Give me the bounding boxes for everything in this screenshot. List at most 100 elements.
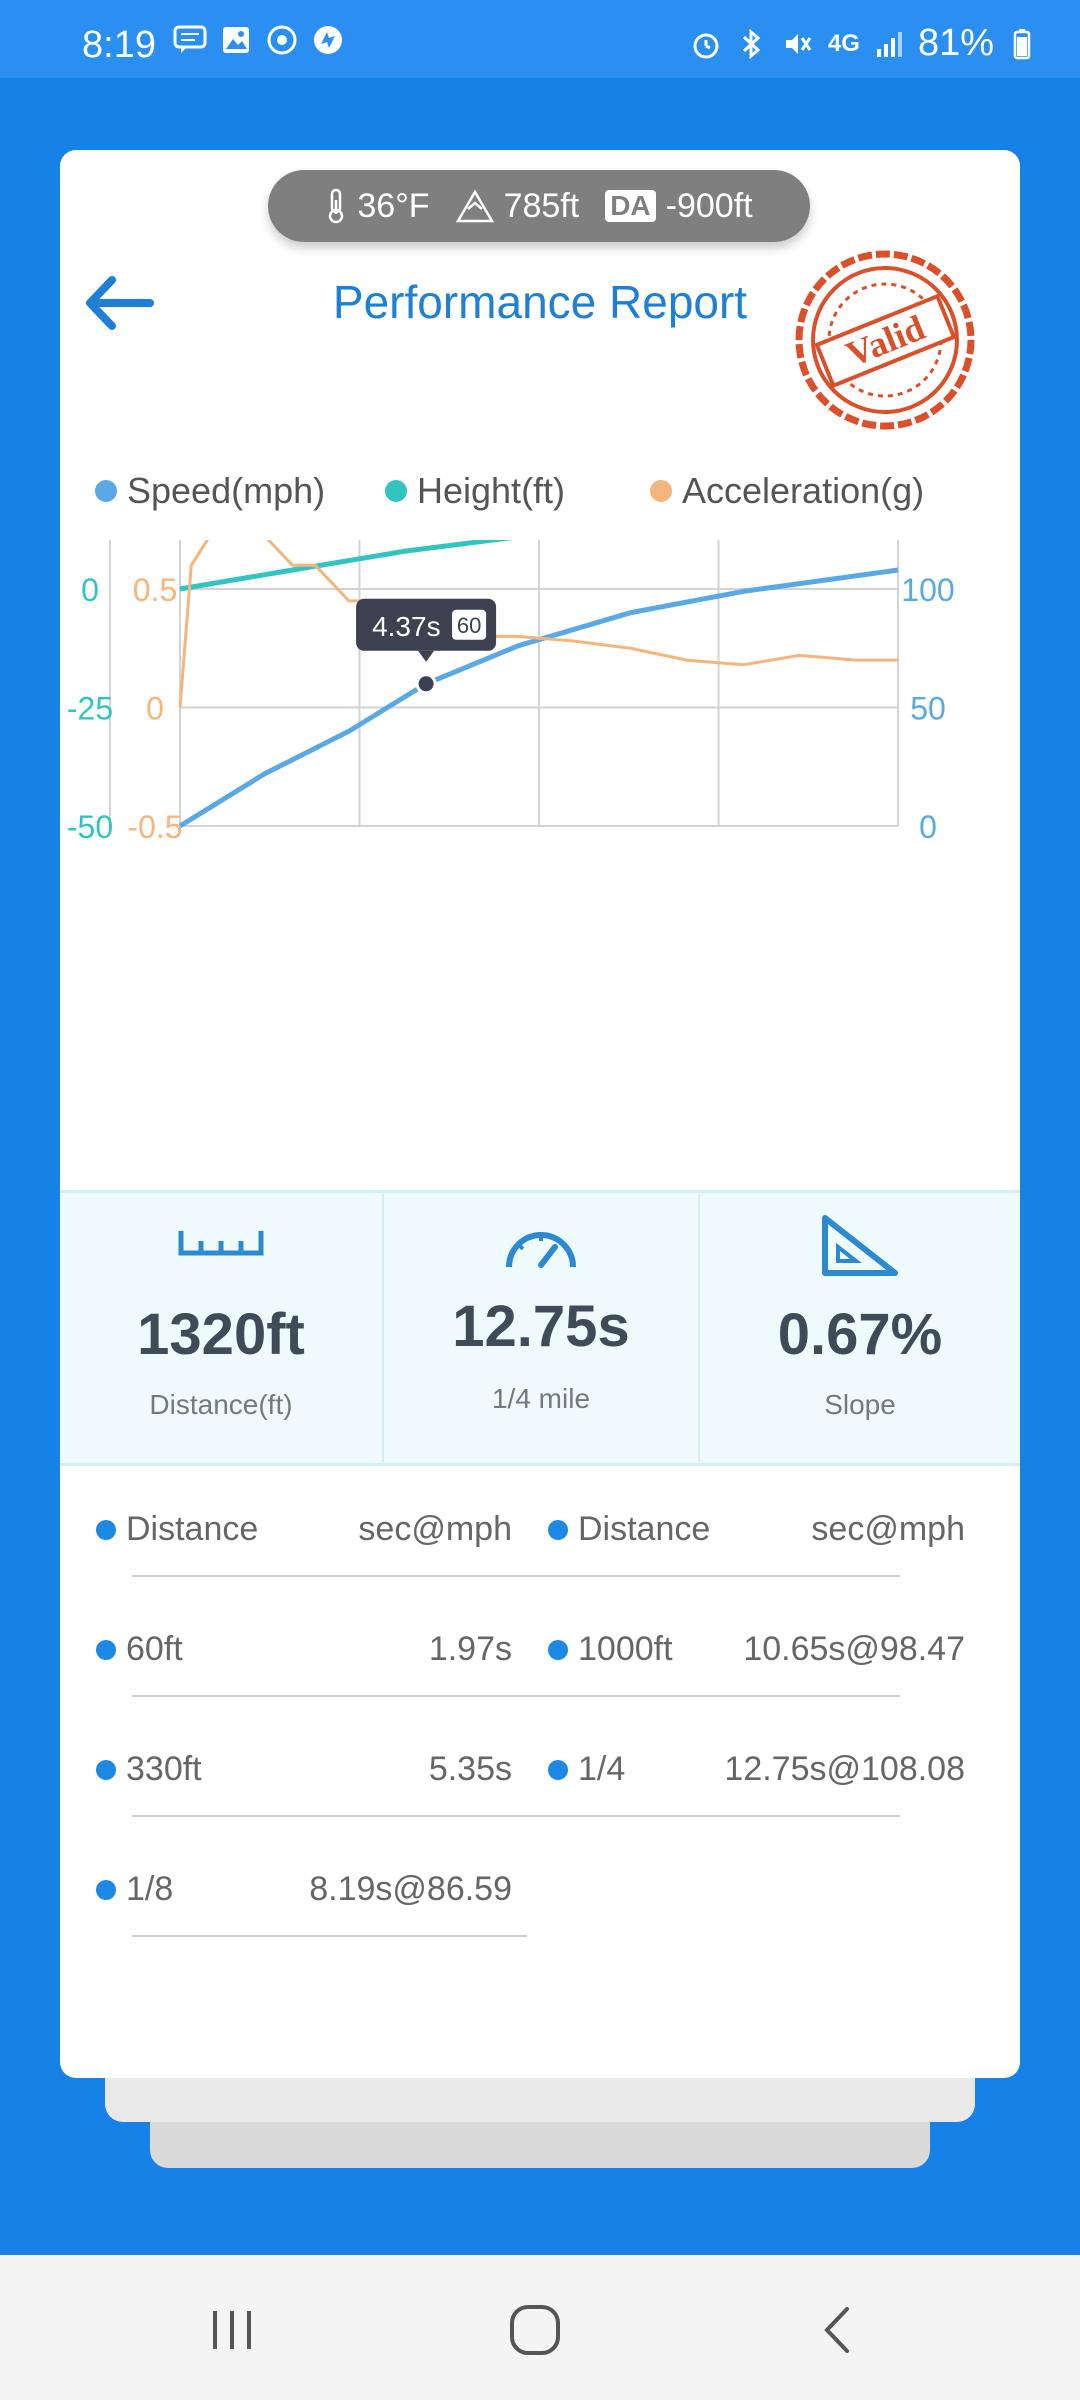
bullet-dot <box>548 1639 568 1660</box>
back-button[interactable] <box>80 268 160 338</box>
speedometer-icon <box>506 1232 576 1268</box>
row-divider <box>132 1695 900 1697</box>
table-header-time-left: sec@mph <box>358 1510 512 1548</box>
stat-divider <box>382 1193 384 1463</box>
report-card: 36°F 785ft DA -900ft Performance Report … <box>60 150 1020 2078</box>
tooltip-speed: 60 <box>457 613 481 638</box>
recent-apps-button[interactable] <box>192 2295 272 2365</box>
row-divider <box>132 1935 527 1937</box>
recent-apps-icon <box>213 2311 251 2349</box>
elevation-value: 785ft <box>503 186 580 225</box>
bullet-dot <box>96 1759 116 1780</box>
slope-icon <box>822 1215 898 1276</box>
row-time: 1.97s <box>428 1630 512 1668</box>
status-bar: 8:19 4G 81% <box>0 0 1080 78</box>
da-label: DA <box>605 190 656 222</box>
app-icon <box>264 22 300 58</box>
accel-axis-tick: 0.5 <box>133 572 177 608</box>
table-row: 1/8 <box>96 1870 173 1909</box>
valid-stamp: Valid <box>795 250 975 430</box>
quarter-mile-label: 1/4 mile <box>491 1383 591 1414</box>
page-title: Performance Report <box>332 276 748 328</box>
distance-value: 1320ft <box>137 1302 305 1367</box>
table-row: 330ft <box>96 1750 202 1789</box>
back-nav-button[interactable] <box>797 2295 877 2365</box>
accel-axis-tick: -0.5 <box>127 809 182 845</box>
battery-percent: 81% <box>917 22 994 64</box>
distance-label: Distance(ft) <box>149 1389 293 1420</box>
tooltip-time: 4.37s <box>372 611 441 642</box>
mute-icon <box>780 26 816 62</box>
height-axis-tick: 0 <box>81 572 99 608</box>
system-icons: 4G 81% <box>688 22 1040 65</box>
row-distance: 60ft <box>126 1630 183 1668</box>
status-time: 8:19 <box>82 24 156 66</box>
bullet-dot <box>548 1759 568 1780</box>
tooltip-pointer <box>418 650 435 662</box>
legend-height: Height(ft) <box>385 470 565 512</box>
chevron-left-icon <box>824 2307 849 2353</box>
tooltip-speed-box <box>452 609 487 640</box>
table-header-distance-left: Distance <box>96 1510 258 1549</box>
legend-acceleration-label: Acceleration(g) <box>682 470 925 511</box>
table-header-distance-right: Distance <box>548 1510 710 1549</box>
thermometer-icon <box>329 188 344 224</box>
temperature-item: 36°F <box>325 186 430 226</box>
drag-app-icon <box>310 22 346 58</box>
home-icon <box>510 2305 560 2355</box>
row-time: 10.65s@98.47 <box>743 1630 965 1668</box>
row-divider <box>132 1815 900 1817</box>
table-row: 60ft <box>96 1630 183 1669</box>
legend-height-label: Height(ft) <box>417 470 566 511</box>
gallery-icon <box>218 22 254 58</box>
header-label: Distance <box>126 1510 259 1548</box>
row-divider <box>132 1575 900 1577</box>
bullet-dot <box>96 1879 116 1900</box>
row-time: 8.19s@86.59 <box>309 1870 512 1908</box>
height-axis-tick: -25 <box>67 691 113 727</box>
conditions-pill: 36°F 785ft DA -900ft <box>268 170 810 242</box>
mountain-icon <box>455 189 494 223</box>
stat-distance: 1320ft Distance(ft) <box>60 1193 382 1463</box>
legend-speed: Speed(mph) <box>95 470 325 512</box>
summary-stats: 1320ft Distance(ft) 12.75s 1/4 mile 0.67… <box>60 1190 1020 1466</box>
temperature-value: 36°F <box>357 186 430 225</box>
elevation-item: 785ft <box>455 186 580 226</box>
speed-axis-tick: 50 <box>910 691 946 727</box>
row-time: 12.75s@108.08 <box>724 1750 965 1788</box>
height-axis-tick: -50 <box>67 809 113 845</box>
table-row: 1000ft <box>548 1630 673 1669</box>
row-distance: 1/4 <box>578 1750 626 1788</box>
stat-quarter-mile: 12.75s 1/4 mile <box>384 1193 698 1463</box>
stat-divider <box>698 1193 700 1463</box>
series-line-heightft <box>179 540 514 592</box>
stat-slope: 0.67% Slope <box>700 1193 1020 1463</box>
legend-acceleration-dot <box>650 480 672 502</box>
table-header-time-right: sec@mph <box>811 1510 965 1548</box>
legend-speed-dot <box>95 480 117 502</box>
series-line-speedmph <box>178 567 899 829</box>
density-altitude-value: -900ft <box>665 186 753 225</box>
quarter-mile-time: 12.75s <box>452 1294 630 1359</box>
table-row: 1/4 <box>548 1750 625 1789</box>
performance-chart: 50250-25-501.510.50-0.52001501005004.37s… <box>67 540 955 845</box>
slope-label: Slope <box>824 1389 896 1420</box>
chart-legend: Speed(mph) Height(ft) Acceleration(g) <box>95 470 995 520</box>
accel-axis-tick: 0 <box>146 691 164 727</box>
back-arrow-icon <box>86 276 154 330</box>
slope-value: 0.67% <box>777 1302 943 1367</box>
bluetooth-icon <box>734 26 770 62</box>
speed-axis-tick: 0 <box>919 809 937 845</box>
bullet-dot <box>96 1519 116 1540</box>
message-icon <box>172 22 208 58</box>
home-button[interactable] <box>495 2295 575 2365</box>
signal-icon <box>872 26 908 62</box>
row-distance: 330ft <box>126 1750 202 1788</box>
battery-icon <box>1004 26 1040 62</box>
alarm-icon <box>688 26 724 62</box>
legend-height-dot <box>385 480 407 502</box>
legend-acceleration: Acceleration(g) <box>650 470 924 512</box>
density-altitude-item: DA -900ft <box>605 186 753 226</box>
header-label: Distance <box>578 1510 711 1548</box>
row-time: 5.35s <box>428 1750 512 1788</box>
